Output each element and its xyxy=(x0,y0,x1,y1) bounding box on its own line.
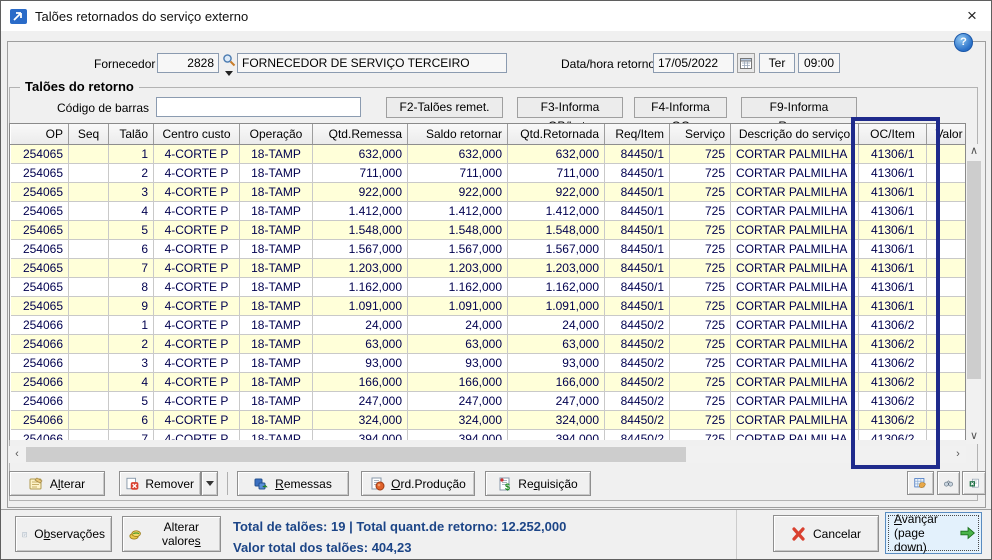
table-row[interactable]: 254065 2 4-CORTE P 18-TAMP 711,000 711,000 7… xyxy=(10,163,965,183)
col-header-seq[interactable]: Seq xyxy=(68,124,109,145)
table-row[interactable]: 254065 8 4-CORTE P 18-TAMP 1.162,000 1.162,… xyxy=(10,277,965,297)
col-header-centro-custo[interactable]: Centro custo xyxy=(153,124,240,145)
scroll-left-icon[interactable]: ‹ xyxy=(15,448,19,460)
search-records-button[interactable] xyxy=(937,471,960,495)
alterar-button[interactable]: Alterar xyxy=(9,471,105,496)
horizontal-scrollbar[interactable]: ‹ › xyxy=(9,446,966,463)
ord-producao-button[interactable]: Ord.Produção xyxy=(361,471,475,496)
f2-taloes-remet-button[interactable]: F2-Talões remet. xyxy=(386,97,503,118)
scroll-down-icon[interactable]: ∨ xyxy=(969,430,979,442)
chevron-down-icon xyxy=(205,481,214,486)
codigo-barras-label: Código de barras xyxy=(57,101,150,115)
shipment-icon xyxy=(254,478,268,489)
excel-icon xyxy=(969,478,979,487)
table-row[interactable]: 254066 3 4-CORTE P 18-TAMP 93,000 93,000 93,… xyxy=(10,353,965,373)
f4-informa-oc-button[interactable]: F4-Informa OC xyxy=(634,97,727,133)
col-header-valor[interactable]: Valor xyxy=(926,124,965,145)
grid-settings-button[interactable] xyxy=(907,471,934,495)
col-header-operacao[interactable]: Operação xyxy=(239,124,313,145)
fornecedor-name-field[interactable]: FORNECEDOR DE SERVIÇO TERCEIRO xyxy=(237,53,507,73)
totals-summary: Total de talões: 19 | Total quant.de ret… xyxy=(233,516,566,558)
time-field[interactable]: 09:00 xyxy=(798,53,840,73)
search-icon[interactable] xyxy=(222,53,236,67)
focus-rectangle xyxy=(888,515,979,551)
app-icon xyxy=(10,8,27,24)
dropdown-arrow-icon[interactable] xyxy=(225,71,233,76)
requisition-icon: $ xyxy=(499,477,510,491)
grid-hand-icon xyxy=(914,477,926,488)
groupbox-title: Talões do retorno xyxy=(20,79,139,94)
table-row[interactable]: 254066 5 4-CORTE P 18-TAMP 247,000 247,000 2… xyxy=(10,391,965,411)
totals-line1: Total de talões: 19 | Total quant.de ret… xyxy=(233,519,567,534)
col-header-qtd-retornada[interactable]: Qtd.Retornada xyxy=(507,124,605,145)
alterar-valores-button[interactable]: Alterar valores xyxy=(122,516,221,552)
table-row[interactable]: 254065 3 4-CORTE P 18-TAMP 922,000 922,000 9… xyxy=(10,182,965,202)
table-row[interactable]: 254066 1 4-CORTE P 18-TAMP 24,000 24,000 24,… xyxy=(10,315,965,335)
remove-icon xyxy=(126,477,139,490)
footer-vertical-divider xyxy=(736,510,737,559)
edit-icon xyxy=(29,477,43,489)
table-row[interactable]: 254065 9 4-CORTE P 18-TAMP 1.091,000 1.091,… xyxy=(10,296,965,316)
window-title: Talões retornados do serviço externo xyxy=(35,8,249,24)
col-header-req-item[interactable]: Req/Item xyxy=(604,124,670,145)
fornecedor-label: Fornecedor xyxy=(94,57,156,71)
f9-informa-remes-button[interactable]: F9-Informa Remes. xyxy=(741,97,857,133)
cancel-x-icon xyxy=(792,526,805,541)
grid-header-row: OP Seq Talão Centro custo Operação Qtd.R… xyxy=(10,124,965,145)
table-row[interactable]: 254065 1 4-CORTE P 18-TAMP 632,000 632,000 6… xyxy=(10,144,965,164)
table-row[interactable]: 254066 4 4-CORTE P 18-TAMP 166,000 166,000 1… xyxy=(10,372,965,392)
production-order-icon xyxy=(371,477,385,490)
table-row[interactable]: 254065 6 4-CORTE P 18-TAMP 1.567,000 1.567,… xyxy=(10,239,965,259)
vertical-scrollbar[interactable]: ∧ ∨ xyxy=(966,144,982,444)
forward-arrow-icon xyxy=(960,526,975,540)
fornecedor-code-field[interactable]: 2828 xyxy=(157,53,219,73)
data-grid: OP Seq Talão Centro custo Operação Qtd.R… xyxy=(9,123,966,440)
col-header-oc-item[interactable]: OC/Item xyxy=(858,124,927,145)
col-header-qtd-remessa[interactable]: Qtd.Remessa xyxy=(312,124,408,145)
observacoes-button[interactable]: Observações xyxy=(15,516,112,552)
col-header-descricao[interactable]: Descrição do serviço xyxy=(730,124,859,145)
requisicao-button[interactable]: $ Requisição xyxy=(485,471,591,496)
table-row[interactable]: 254066 6 4-CORTE P 18-TAMP 324,000 324,000 3… xyxy=(10,410,965,430)
footer-divider xyxy=(1,509,991,510)
barcode-input[interactable] xyxy=(156,97,361,117)
col-header-op[interactable]: OP xyxy=(10,124,69,145)
f3-informa-op-lote-button[interactable]: F3-Informa OP/Lote xyxy=(517,97,623,133)
remessas-button[interactable]: Remessas xyxy=(237,471,349,496)
close-icon[interactable]: × xyxy=(967,6,977,25)
export-excel-button[interactable] xyxy=(962,471,986,495)
table-row[interactable]: 254066 7 4-CORTE P 18-TAMP 394,000 394,000 3… xyxy=(10,429,965,440)
weekday-field: Ter xyxy=(759,53,795,73)
grid-body: 254065 1 4-CORTE P 18-TAMP 632,000 632,000 6… xyxy=(10,144,965,440)
vertical-scroll-thumb[interactable] xyxy=(967,161,981,379)
col-header-talao[interactable]: Talão xyxy=(108,124,154,145)
date-field[interactable]: 17/05/2022 xyxy=(653,53,734,73)
table-row[interactable]: 254065 7 4-CORTE P 18-TAMP 1.203,000 1.203,… xyxy=(10,258,965,278)
notes-icon xyxy=(22,531,27,537)
toolbar-separator xyxy=(227,472,228,495)
calendar-icon[interactable] xyxy=(737,53,755,73)
cancel-button[interactable]: Cancelar xyxy=(773,515,879,552)
table-row[interactable]: 254066 2 4-CORTE P 18-TAMP 63,000 63,000 63,… xyxy=(10,334,965,354)
horizontal-scroll-thumb[interactable] xyxy=(26,447,686,462)
svg-text:$: $ xyxy=(505,482,510,491)
data-hora-label: Data/hora retorno xyxy=(561,57,656,71)
table-row[interactable]: 254065 5 4-CORTE P 18-TAMP 1.548,000 1.548,… xyxy=(10,220,965,240)
scroll-up-icon[interactable]: ∧ xyxy=(969,145,979,157)
help-icon[interactable]: ? xyxy=(954,33,973,52)
table-row[interactable]: 254065 4 4-CORTE P 18-TAMP 1.412,000 1.412,… xyxy=(10,201,965,221)
scroll-right-icon[interactable]: › xyxy=(956,448,960,460)
avancar-button[interactable]: Avançar (page down) xyxy=(885,512,982,554)
col-header-saldo-retornar[interactable]: Saldo retornar xyxy=(407,124,508,145)
title-bar: Talões retornados do serviço externo × xyxy=(1,1,991,31)
totals-line2: Valor total dos talões: 404,23 xyxy=(233,540,412,555)
remover-button[interactable]: Remover xyxy=(119,471,201,496)
remover-dropdown-button[interactable] xyxy=(201,471,218,496)
col-header-servico[interactable]: Serviço xyxy=(669,124,731,145)
binoculars-icon xyxy=(944,479,953,486)
money-icon xyxy=(129,529,141,539)
